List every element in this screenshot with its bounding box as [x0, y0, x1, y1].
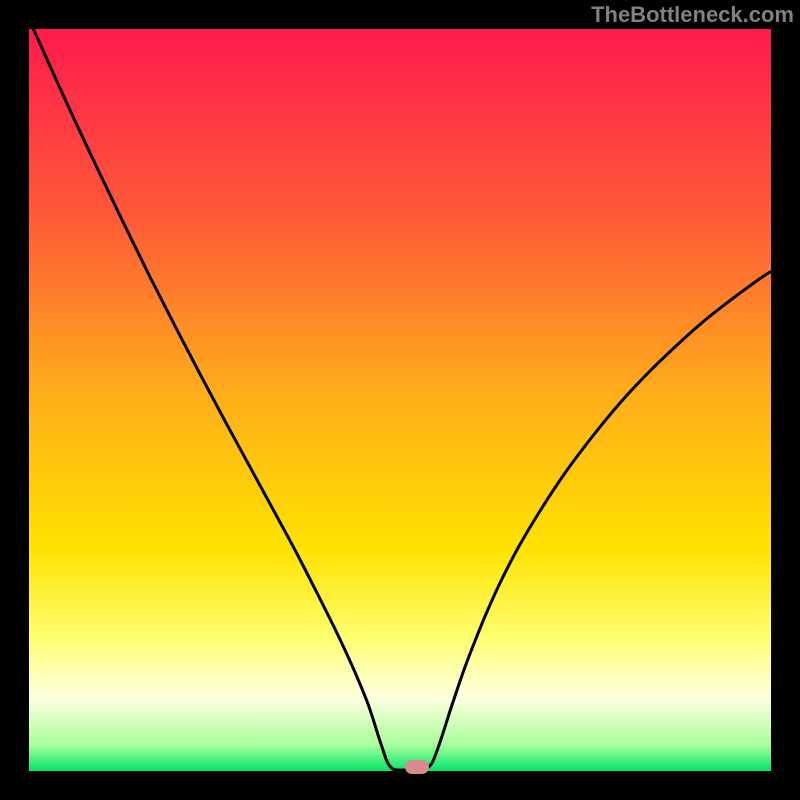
- bottleneck-chart: [0, 0, 800, 800]
- min-marker: [405, 760, 429, 774]
- plot-area: [29, 29, 771, 771]
- watermark-text: TheBottleneck.com: [591, 2, 794, 28]
- chart-container: TheBottleneck.com: [0, 0, 800, 800]
